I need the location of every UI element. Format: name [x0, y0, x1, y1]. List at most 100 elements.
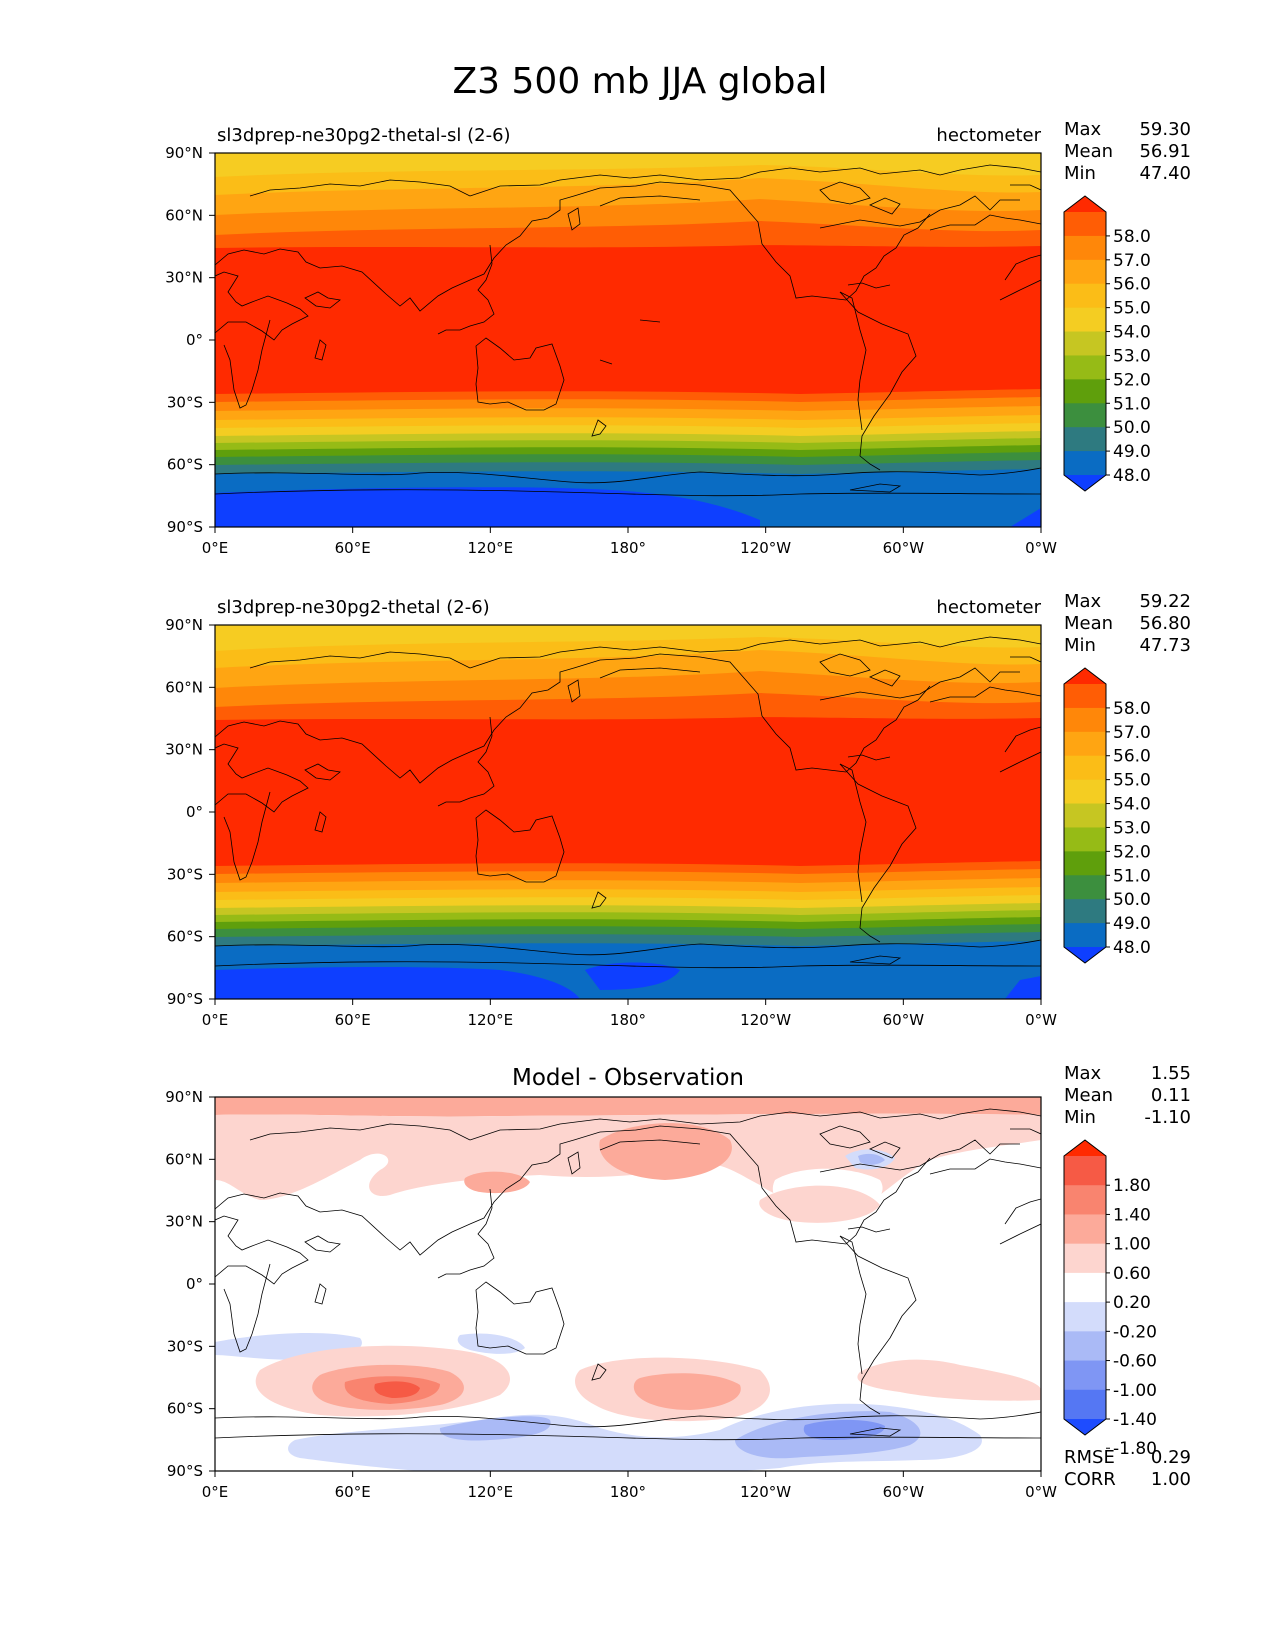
colorbar-swatch [1064, 707, 1106, 733]
field-band [457, 1333, 525, 1354]
lon-tick-label: 180° [610, 1483, 646, 1501]
colorbar-tick-label: 57.0 [1113, 251, 1151, 271]
field-band [374, 1381, 420, 1398]
lat-tick-label: 0° [186, 331, 203, 349]
colorbar-swatch [1064, 307, 1106, 333]
colorbar-swatch [1064, 731, 1106, 757]
coastlines [215, 164, 1041, 497]
stat-value-mean: 56.80 [1139, 613, 1191, 634]
colorbar-tick-label: 52.0 [1113, 370, 1151, 390]
colorbar-swatch [1064, 1214, 1106, 1245]
coastlines [215, 1108, 1041, 1441]
panel-units: hectometer [936, 597, 1041, 618]
lon-tick-label: 60°E [335, 539, 371, 557]
stat-value-max: 59.30 [1139, 119, 1191, 140]
lat-tick-label: 30°N [165, 1213, 203, 1231]
stats-block: Max 59.30 Mean 56.91 Min 47.40 [1064, 119, 1191, 184]
stats-block: Max 59.22 Mean 56.80 Min 47.73 [1064, 591, 1191, 656]
lon-tick-label: 180° [610, 1011, 646, 1029]
colorbar-tick-label: -1.80 [1113, 1439, 1157, 1459]
metric-value-rmse: 0.29 [1151, 1447, 1191, 1468]
colorbar-tick-label: -0.20 [1113, 1322, 1157, 1342]
colorbar-swatch [1064, 212, 1106, 237]
colorbar-tick-label: 49.0 [1113, 442, 1151, 462]
colorbar-swatch [1064, 1156, 1106, 1186]
colorbar-tick-label: 1.40 [1113, 1205, 1151, 1225]
lat-tick-label: 90°S [167, 518, 203, 536]
colorbar-tick-label: 51.0 [1113, 866, 1151, 886]
colorbar-tick-label: 48.0 [1113, 466, 1151, 486]
lon-tick-label: 60°W [883, 539, 925, 557]
colorbar-swatch [1064, 331, 1106, 356]
colorbar-tick-label: 0.60 [1113, 1264, 1151, 1284]
colorbar-swatch [1064, 1302, 1106, 1332]
lon-tick-label: 60°W [883, 1483, 925, 1501]
colorbar: 58.0 57.0 56.0 55.0 54.0 53.0 52.0 51.0 50.0 49.0… [1063, 667, 1151, 964]
map-field [215, 1097, 1041, 1471]
lon-axis: 0°E 60°E 120°E 180° 120°W 60°W 0°W [202, 527, 1057, 557]
colorbar-tick-label: 54.0 [1113, 795, 1151, 815]
lat-tick-label: 30°S [167, 865, 203, 883]
colorbar-tick-label: 58.0 [1113, 699, 1151, 719]
field-band [215, 967, 580, 999]
field-band [1005, 976, 1041, 999]
lat-tick-label: 90°N [165, 616, 203, 634]
stat-label-max: Max [1064, 1063, 1102, 1084]
lon-tick-label: 60°W [883, 1011, 925, 1029]
lat-tick-label: 30°N [165, 741, 203, 759]
colorbar-swatch [1064, 1243, 1106, 1274]
stat-label-min: Min [1064, 163, 1096, 184]
colorbar-swatch [1064, 451, 1106, 476]
stat-label-mean: Mean [1064, 1085, 1113, 1106]
colorbar-swatch [1064, 899, 1106, 924]
colorbar-swatch [1064, 1140, 1106, 1156]
colorbar-tick-label: 54.0 [1113, 323, 1151, 343]
panel-center-title: Model - Observation [512, 1065, 744, 1091]
field-band [215, 1097, 1041, 1117]
colorbar-swatch [1064, 668, 1106, 684]
colorbar-tick-label: 58.0 [1113, 227, 1151, 247]
lat-axis: 90°N 60°N 30°N 0° 30°S 60°S 90°S [165, 144, 215, 536]
stat-label-mean: Mean [1064, 141, 1113, 162]
lat-tick-label: 90°N [165, 144, 203, 162]
lon-tick-label: 120°W [740, 1483, 791, 1501]
colorbar-swatch [1064, 403, 1106, 428]
lon-tick-label: 60°E [335, 1011, 371, 1029]
colorbar-swatch [1064, 923, 1106, 948]
colorbar-tick-label: 53.0 [1113, 818, 1151, 838]
colorbar-swatch [1064, 1389, 1106, 1420]
lon-tick-label: 120°E [468, 1483, 514, 1501]
field-band [759, 1185, 880, 1223]
stats-block: Max 1.55 Mean 0.11 Min -1.10 [1064, 1063, 1191, 1128]
stat-value-mean: 0.11 [1151, 1085, 1191, 1106]
lat-tick-label: 90°N [165, 1088, 203, 1106]
panel-ref: sl3dprep-ne30pg2-thetal (2-6) hectometer [165, 591, 1191, 1029]
lon-tick-label: 120°W [740, 1011, 791, 1029]
metric-label-rmse: RMSE [1064, 1447, 1115, 1468]
lon-tick-label: 120°W [740, 539, 791, 557]
metric-label-corr: CORR [1064, 1469, 1116, 1490]
field-band [215, 487, 760, 527]
colorbar-swatch [1064, 684, 1106, 709]
lat-tick-label: 0° [186, 1275, 203, 1293]
colorbar-tick-label: 55.0 [1113, 299, 1151, 319]
lon-tick-label: 0°E [202, 1011, 229, 1029]
colorbar-swatch [1064, 379, 1106, 404]
colorbar-tick-label: 48.0 [1113, 938, 1151, 958]
colorbar-swatch [1064, 1185, 1106, 1215]
lat-tick-label: 30°S [167, 1337, 203, 1355]
field-band [464, 1171, 530, 1194]
colorbar-swatch [1064, 283, 1106, 309]
colorbar-swatch [1064, 779, 1106, 805]
panel-left-title: sl3dprep-ne30pg2-thetal-sl (2-6) [217, 125, 511, 146]
lat-axis: 90°N 60°N 30°N 0° 30°S 60°S 90°S [165, 1088, 215, 1480]
lon-tick-label: 120°E [468, 1011, 514, 1029]
lat-tick-label: 60°N [165, 678, 203, 696]
lat-tick-label: 60°S [167, 456, 203, 474]
colorbar-swatch [1064, 803, 1106, 828]
panel-diff: Model - Observation [165, 1063, 1191, 1501]
field-band [857, 1359, 1041, 1401]
lat-tick-label: 90°S [167, 990, 203, 1008]
stat-value-mean: 56.91 [1139, 141, 1191, 162]
